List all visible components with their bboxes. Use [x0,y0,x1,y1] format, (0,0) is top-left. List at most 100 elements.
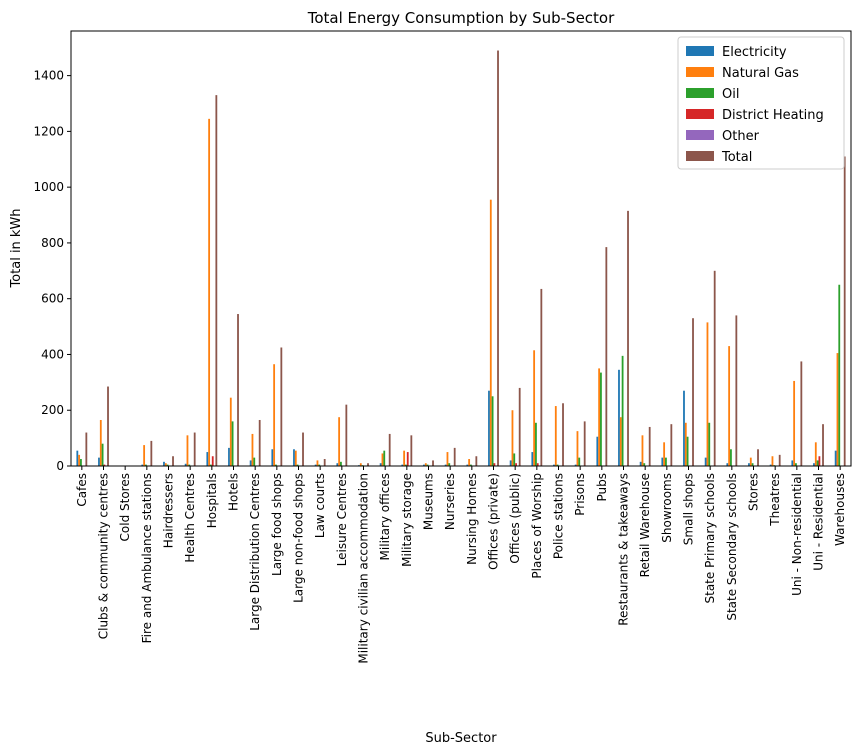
y-tick-label: 200 [41,403,64,417]
bar-natural-gas [684,422,687,466]
x-tick-label: Retail Warehouse [638,473,652,577]
bar-natural-gas [836,353,839,466]
x-tick-label: State Primary schools [703,473,717,604]
bar-oil [296,464,299,466]
bar-oil [340,461,342,466]
bar-oil [578,457,581,466]
bar-total [692,318,694,466]
bar-oil [513,453,516,466]
bar-oil [231,421,234,466]
bar-oil [730,449,732,466]
y-tick-label: 600 [41,292,64,306]
bar-total [757,449,759,466]
bar-electricity [76,450,79,466]
y-axis: 0 200 400 600 800 1000 1200 1400 [33,69,71,473]
plot-frame [70,30,852,467]
bar-electricity [488,390,490,466]
x-tick-label: Large non-food shops [292,473,306,603]
bar-natural-gas [749,457,752,466]
x-tick-label: Law courts [313,473,327,538]
x-tick-label: Showrooms [660,473,674,543]
bar-oil [686,436,689,466]
x-tick-label: Nursing Homes [465,473,479,565]
bar-district-heating [515,463,517,466]
bar-total [150,440,153,466]
x-tick-label: Offices (public) [508,473,522,564]
bar-electricity [466,464,469,466]
bar-electricity [726,463,729,466]
y-tick-label: 400 [41,347,64,361]
bar-district-heating [818,456,821,466]
bar-natural-gas [446,452,449,466]
bar-oil [535,422,537,466]
bar-oil [816,460,819,466]
bar-total [302,432,304,466]
bar-oil [145,464,147,466]
bar-natural-gas [338,417,341,466]
bar-oil [166,464,169,466]
x-tick-label: Theatres [768,473,782,527]
bar-total [562,403,564,466]
chart-title: Total Energy Consumption by Sub-Sector [307,9,615,27]
x-axis: Cafes Clubs & community centres Cold Store… [75,466,847,664]
bar-electricity [336,463,339,466]
bar-total [648,426,651,466]
y-tick-label: 800 [41,236,64,250]
x-tick-label: Military storage [400,473,414,567]
bars-layer [76,50,846,467]
y-axis-label: Total in kWh [9,208,24,288]
x-tick-label: Large Distribution Centres [248,473,262,631]
x-tick-label: State Secondary schools [725,473,739,621]
bar-natural-gas [706,322,709,466]
bar-electricity [271,449,274,466]
bar-natural-gas [641,435,644,466]
bar-district-heating [536,463,539,466]
bar-oil [448,463,451,466]
bar-natural-gas [316,460,319,466]
bar-total [670,424,673,466]
x-tick-label: Health Centres [183,473,197,563]
legend-label: Other [722,129,760,144]
bar-total [388,433,391,466]
legend-swatch [686,151,714,161]
bar-electricity [98,457,100,466]
bar-electricity [401,464,404,466]
x-tick-label: Military offices [378,473,392,560]
bar-total [323,459,326,466]
bar-natural-gas [143,445,146,466]
y-tick-label: 1400 [33,69,64,83]
legend-swatch [686,46,714,56]
bar-natural-gas [294,450,297,466]
bar-oil [210,464,212,466]
bar-district-heating [493,463,496,466]
bar-natural-gas [424,463,427,466]
x-tick-label: Nurseries [443,473,457,530]
bar-natural-gas [164,463,167,466]
bar-oil [318,464,321,466]
bar-total [735,315,738,466]
bar-electricity [618,369,620,466]
legend-label: Natural Gas [722,66,799,81]
legend-swatch [686,130,714,140]
bar-district-heating [406,452,409,466]
bar-total [345,404,348,466]
bar-electricity [184,463,187,466]
y-tick-label: 1000 [33,180,64,194]
bar-oil [795,463,797,466]
bar-electricity [639,461,642,466]
bar-oil [426,464,429,466]
bar-oil [665,457,667,466]
bar-natural-gas [576,431,579,466]
legend-swatch [686,67,714,77]
bar-electricity [531,452,534,466]
bar-total [605,247,608,466]
bar-total [237,314,239,466]
bar-electricity [748,463,750,466]
bar-total [410,435,413,466]
bar-natural-gas [554,406,557,466]
x-tick-label: Stores [747,473,761,511]
bar-total [453,447,456,467]
bar-oil [470,464,472,466]
bar-electricity [379,463,382,466]
bar-oil [751,463,754,466]
